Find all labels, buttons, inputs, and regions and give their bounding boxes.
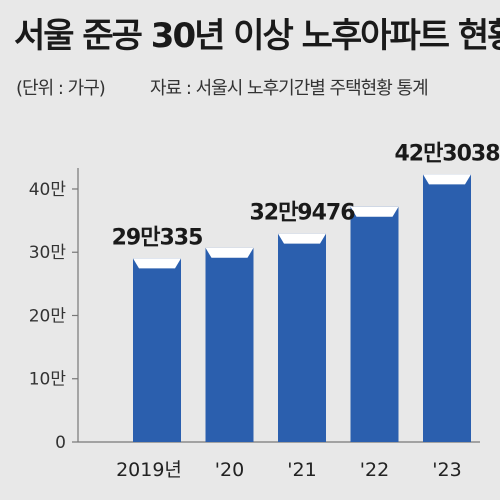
- data-label: 32만9476: [249, 201, 355, 226]
- y-axis: 0 10만 20만 30만 40만: [29, 168, 480, 453]
- bar: [205, 247, 254, 442]
- bars: [133, 174, 471, 442]
- bar-cap: [278, 233, 326, 244]
- x-tick-label: 2019년: [116, 459, 182, 481]
- data-label: 42만3038: [394, 141, 499, 166]
- data-label: 29만335: [112, 225, 203, 250]
- y-tick-label: 0: [55, 433, 66, 453]
- bar-cap: [205, 247, 254, 258]
- x-tick-label: '21: [287, 459, 316, 481]
- data-labels: 29만335 32만9476 42만3038: [112, 141, 500, 250]
- bar-cap: [133, 258, 181, 269]
- y-tick-label: 10만: [29, 370, 67, 390]
- x-tick-label: '20: [215, 459, 244, 481]
- bar: [423, 174, 471, 442]
- chart-title: 서울 준공 30년 이상 노후아파트 현황: [14, 16, 500, 56]
- y-tick-label: 20만: [29, 306, 67, 326]
- bar: [278, 233, 326, 442]
- y-tick-label: 30만: [29, 243, 67, 263]
- source-label: 자료 : 서울시 노후기간별 주택현황 통계: [150, 78, 429, 99]
- y-tick-label: 40만: [29, 180, 67, 200]
- x-tick-label: '22: [360, 459, 389, 481]
- x-tick-label: '23: [432, 459, 461, 481]
- bar-cap: [350, 206, 399, 217]
- unit-label: (단위 : 가구): [16, 78, 106, 99]
- bar-cap: [423, 174, 471, 185]
- bar: [133, 258, 181, 442]
- bar: [350, 206, 399, 442]
- x-axis: 2019년 '20 '21 '22 '23: [116, 459, 462, 481]
